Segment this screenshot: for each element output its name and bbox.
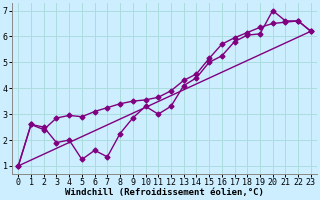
X-axis label: Windchill (Refroidissement éolien,°C): Windchill (Refroidissement éolien,°C) bbox=[65, 188, 264, 197]
